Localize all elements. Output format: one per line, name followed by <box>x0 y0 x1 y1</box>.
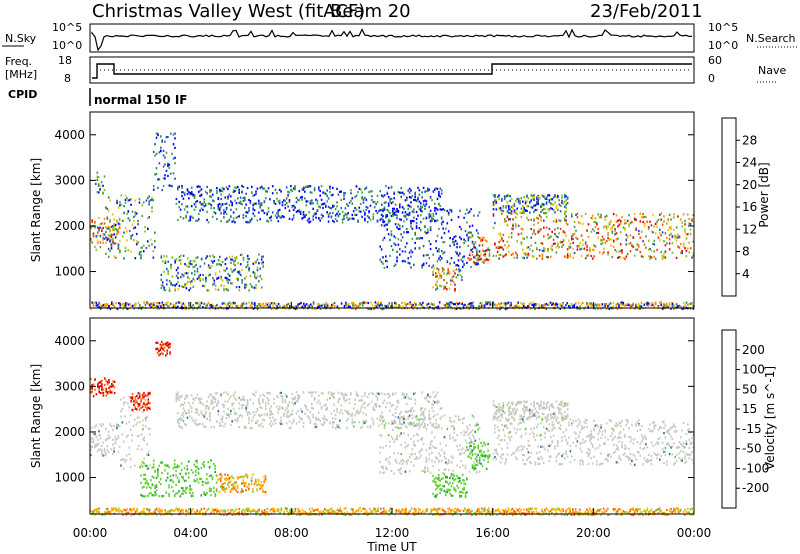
colorbar-tick-label: -200 <box>742 481 769 495</box>
nsky-tick-bottom: 10^0 <box>52 39 82 52</box>
y-tick-label: 1000 <box>54 471 85 485</box>
nsky-strip: N.Sky 10^5 10^0 10^5 10^0 N.Search <box>2 21 797 53</box>
colorbar-tick-label: 50 <box>742 382 757 396</box>
colorbar-tick-label: 100 <box>742 363 765 377</box>
nave-tick-top: 60 <box>708 54 722 67</box>
scatter-band <box>492 194 569 215</box>
nave-tick-bottom: 0 <box>708 72 715 85</box>
scatter-band <box>492 212 695 260</box>
scatter-band <box>120 395 151 471</box>
x-tick-label: 08:00 <box>274 526 309 540</box>
scatter-band <box>95 171 106 195</box>
power-colorbar-label: Power [dB] <box>757 162 771 227</box>
scatter-band <box>152 132 176 192</box>
power-cells <box>90 132 695 311</box>
scatter-band <box>467 236 491 265</box>
x-tick-label: 00:00 <box>677 526 712 540</box>
colorbar-tick-label: -50 <box>742 442 762 456</box>
cpid-label: CPID <box>8 88 37 101</box>
freq-series <box>92 63 692 79</box>
x-tick-label: 04:00 <box>173 526 208 540</box>
velocity-panel: 1000 2000 3000 4000 Slant Range [km] <box>29 317 695 517</box>
velocity-ylabel: Slant Range [km] <box>29 364 43 468</box>
power-colorbar: 4 8 12 16 20 24 28 <box>721 117 757 297</box>
scatter-band <box>140 459 216 498</box>
nsearch-tick-top: 10^5 <box>708 21 738 34</box>
scatter-band <box>215 473 267 494</box>
colorbar-tick-label: 200 <box>742 343 765 357</box>
y-tick-label: 4000 <box>54 334 85 348</box>
freq-tick-bottom: 8 <box>64 72 71 85</box>
x-tick-label: 20:00 <box>576 526 611 540</box>
scatter-band <box>467 441 491 471</box>
cpid-strip: CPID normal 150 IF <box>8 88 188 107</box>
scatter-band <box>492 400 569 421</box>
colorbar-tick-label: 12 <box>742 222 757 236</box>
scatter-band <box>432 473 468 498</box>
date-label: 23/Feb/2011 <box>590 1 703 22</box>
colorbar-tick-label: -15 <box>742 422 762 436</box>
x-tick-label: 12:00 <box>375 526 410 540</box>
scatter-band <box>175 391 443 430</box>
power-panel: 1000 2000 3000 4000 Slant Range [km] <box>29 111 695 311</box>
scatter-band <box>160 253 264 292</box>
y-tick-label: 4000 <box>54 128 85 142</box>
colorbar-tick-label: 20 <box>742 178 757 192</box>
cpid-mode: normal 150 IF <box>94 93 188 107</box>
nsky-tick-top: 10^5 <box>52 21 82 34</box>
time-axis: 00:00 04:00 08:00 12:00 16:00 20:00 00:00 <box>73 302 712 540</box>
colorbar-tick-label: 8 <box>742 245 750 259</box>
velocity-colorbar-label: Velocity [m s^-1] <box>763 366 777 470</box>
y-tick-label: 1000 <box>54 265 85 279</box>
velocity-colorbar: -200 -100 -50 -15 15 50 100 200 <box>721 329 769 509</box>
site-title: Christmas Valley West (fitACF) <box>92 1 365 22</box>
y-tick-label: 3000 <box>54 173 85 187</box>
x-tick-label: 00:00 <box>73 526 108 540</box>
beam-label: Beam 20 <box>330 1 411 22</box>
nsearch-label: N.Search <box>746 32 796 45</box>
freq-unit-label: [MHz] <box>5 68 37 81</box>
scatter-band <box>432 267 463 292</box>
y-tick-label: 2000 <box>54 219 85 233</box>
colorbar-tick-label: 24 <box>742 156 757 170</box>
scatter-band <box>90 217 121 251</box>
scatter-band <box>175 184 443 224</box>
freq-label: Freq. <box>5 55 32 68</box>
scatter-band <box>492 418 695 466</box>
velocity-frame <box>89 317 695 515</box>
nsky-label: N.Sky <box>5 32 37 45</box>
velocity-cells <box>90 340 695 517</box>
x-tick-label: 16:00 <box>475 526 510 540</box>
y-tick-label: 3000 <box>54 379 85 393</box>
colorbar-tick-label: 16 <box>742 200 757 214</box>
colorbar-tick-label: 4 <box>742 267 750 281</box>
scatter-band <box>90 377 116 398</box>
nave-label: Nave <box>758 64 786 77</box>
scatter-band <box>130 391 151 412</box>
nsky-series <box>91 28 692 52</box>
scatter-band <box>379 414 481 475</box>
colorbar-tick-label: -100 <box>742 461 769 475</box>
scatter-band <box>155 340 171 357</box>
scatter-band <box>379 207 481 269</box>
scatter-band <box>90 301 695 311</box>
y-tick-label: 2000 <box>54 425 85 439</box>
power-ylabel: Slant Range [km] <box>29 158 43 262</box>
colorbar-tick-label: 15 <box>742 402 757 416</box>
scatter-band <box>105 194 156 260</box>
nsearch-tick-bottom: 10^0 <box>708 39 738 52</box>
freq-tick-top: 18 <box>58 54 72 67</box>
scatter-band <box>90 423 121 457</box>
freq-strip: Freq. [MHz] 18 8 60 0 Nave <box>5 54 786 85</box>
colorbar-tick-label: 28 <box>742 133 757 147</box>
time-axis-label: Time UT <box>366 540 417 554</box>
